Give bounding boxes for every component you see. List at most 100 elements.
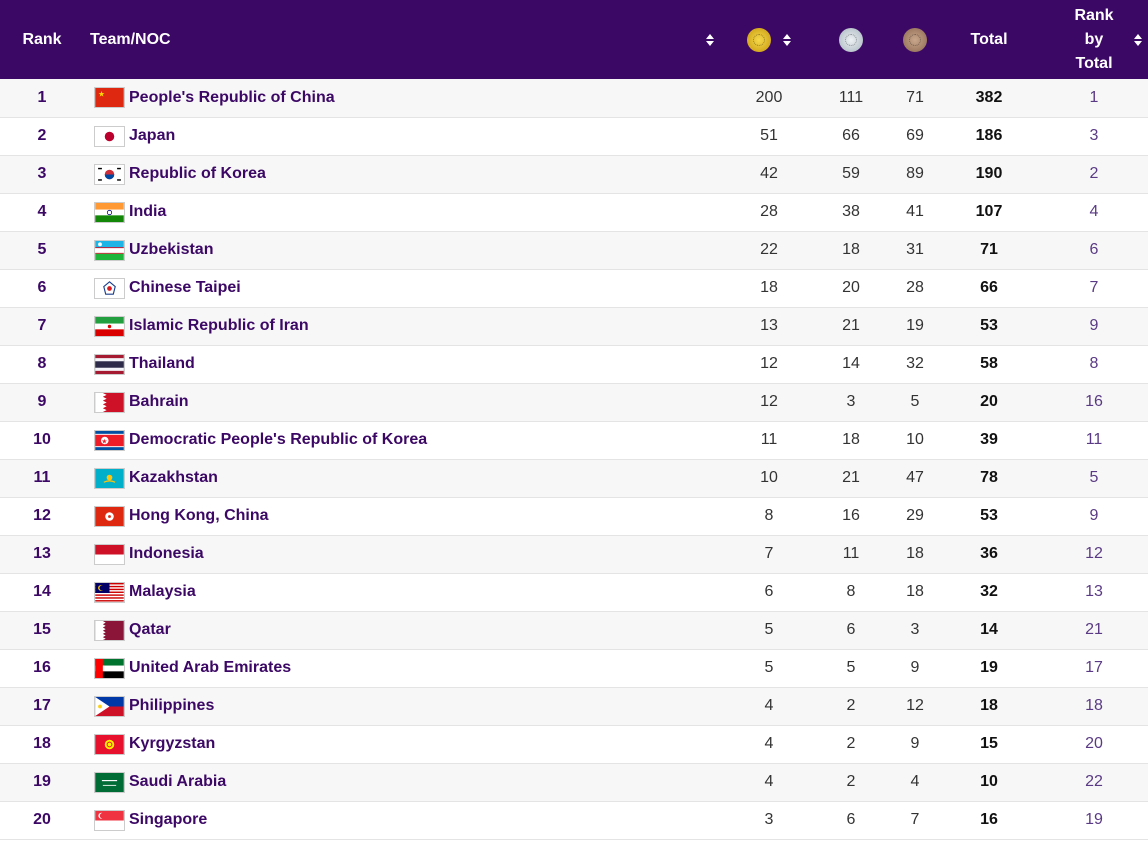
- table-row: 7 Islamic Republic of Iran 13 21 19 53 9: [0, 307, 1148, 345]
- rank-cell: 16: [33, 659, 51, 676]
- total-cell: 53: [980, 507, 998, 524]
- gold-cell: 18: [760, 279, 778, 296]
- svg-text:★: ★: [101, 437, 107, 445]
- rank-cell: 4: [37, 203, 47, 220]
- gold-cell: 5: [764, 621, 774, 638]
- team-cell: Singapore: [84, 801, 728, 839]
- rank-cell: 15: [33, 621, 51, 638]
- silver-cell: 21: [842, 317, 860, 334]
- team-cell: Malaysia: [84, 573, 728, 611]
- team-column-label: Team/NOC: [90, 30, 171, 48]
- total-cell: 382: [975, 88, 1003, 106]
- team-link[interactable]: Japan: [129, 127, 176, 144]
- rank-cell: 10: [33, 431, 51, 448]
- rank-by-total-cell: 9: [1089, 317, 1099, 334]
- table-row: 15 Qatar 5 6 3 14 21: [0, 611, 1148, 649]
- gold-cell: 5: [764, 659, 774, 676]
- table-row: 10 ★ Democratic People's Republic of Korea…: [0, 421, 1148, 459]
- rank-cell: 19: [33, 773, 51, 790]
- table-body: 1 ★ People's Republic of China 200 111 71 382 1…: [0, 79, 1148, 839]
- total-cell: 16: [980, 811, 998, 828]
- team-link[interactable]: Bahrain: [129, 393, 189, 410]
- silver-cell: 6: [846, 621, 856, 638]
- team-cell: United Arab Emirates: [84, 649, 728, 687]
- silver-column-header[interactable]: [810, 0, 892, 79]
- total-cell: 14: [980, 621, 998, 638]
- total-cell: 53: [980, 317, 998, 334]
- sort-icon[interactable]: [1134, 33, 1142, 46]
- header-row: Rank Team/NOC: [0, 0, 1148, 79]
- silver-cell: 18: [842, 431, 860, 448]
- silver-cell: 2: [846, 697, 856, 714]
- team-cell: Indonesia: [84, 535, 728, 573]
- rank-by-total-cell: 17: [1085, 659, 1103, 676]
- gold-cell: 4: [764, 735, 774, 752]
- gold-cell: 22: [760, 241, 778, 258]
- rank-cell: 8: [37, 355, 47, 372]
- table-row: 8 Thailand 12 14 32 58 8: [0, 345, 1148, 383]
- gold-cell: 28: [760, 203, 778, 220]
- team-link[interactable]: Democratic People's Republic of Korea: [129, 431, 428, 448]
- gold-cell: 8: [764, 507, 774, 524]
- team-cell: Chinese Taipei: [84, 269, 728, 307]
- team-cell: Kyrgyzstan: [84, 725, 728, 763]
- team-link[interactable]: Hong Kong, China: [129, 507, 269, 524]
- team-link[interactable]: India: [129, 203, 167, 220]
- bronze-column-header[interactable]: [892, 0, 938, 79]
- silver-medal-icon: [839, 27, 863, 52]
- philippines-flag-icon: [94, 695, 125, 717]
- total-cell: 58: [980, 355, 998, 372]
- silver-cell: 66: [842, 127, 860, 144]
- table-row: 14 Malaysia 6 8 18 32 13: [0, 573, 1148, 611]
- team-link[interactable]: Chinese Taipei: [129, 279, 241, 296]
- team-link[interactable]: Singapore: [129, 811, 208, 828]
- rank-by-total-cell: 9: [1089, 507, 1099, 524]
- rank-cell: 1: [37, 88, 47, 106]
- rank-cell: 14: [33, 583, 51, 600]
- team-link[interactable]: United Arab Emirates: [129, 659, 292, 676]
- team-link[interactable]: Uzbekistan: [129, 241, 214, 258]
- gold-column-header[interactable]: [728, 0, 810, 79]
- rank-column-header[interactable]: Rank: [0, 0, 84, 79]
- bronze-cell: 19: [906, 317, 924, 334]
- sort-icon[interactable]: [706, 33, 714, 46]
- team-link[interactable]: Qatar: [129, 621, 171, 638]
- rank-by-total-label-line1: Rank: [1074, 6, 1114, 24]
- bronze-cell: 9: [910, 735, 920, 752]
- team-cell: Philippines: [84, 687, 728, 725]
- team-link[interactable]: People's Republic of China: [129, 88, 335, 106]
- sort-icon[interactable]: [783, 33, 791, 46]
- team-link[interactable]: Saudi Arabia: [129, 773, 227, 790]
- team-link[interactable]: Thailand: [129, 355, 195, 372]
- team-cell: ★ Democratic People's Republic of Korea: [84, 421, 728, 459]
- team-cell: Thailand: [84, 345, 728, 383]
- team-link[interactable]: Islamic Republic of Iran: [129, 317, 309, 334]
- rank-cell: 11: [33, 469, 51, 486]
- rank-by-total-label-line3: Total: [1075, 54, 1113, 72]
- total-cell: 78: [980, 469, 998, 486]
- table-row: 13 Indonesia 7 11 18 36 12: [0, 535, 1148, 573]
- team-column-header[interactable]: Team/NOC: [84, 0, 728, 79]
- rank-cell: 7: [37, 317, 47, 334]
- silver-cell: 5: [846, 659, 856, 676]
- gold-cell: 3: [764, 811, 774, 828]
- team-cell: ★ People's Republic of China: [84, 79, 728, 117]
- team-link[interactable]: Malaysia: [129, 583, 196, 600]
- rank-by-total-column-header[interactable]: Rank by Total: [1040, 0, 1148, 79]
- team-cell: Islamic Republic of Iran: [84, 307, 728, 345]
- team-link[interactable]: Republic of Korea: [129, 165, 266, 182]
- silver-cell: 59: [842, 165, 860, 182]
- team-cell: Hong Kong, China: [84, 497, 728, 535]
- total-column-header[interactable]: Total: [938, 0, 1040, 79]
- team-link[interactable]: Kyrgyzstan: [129, 735, 216, 752]
- team-link[interactable]: Indonesia: [129, 545, 204, 562]
- silver-cell: 3: [846, 393, 856, 410]
- total-cell: 71: [980, 241, 998, 258]
- rank-by-total-cell: 16: [1085, 393, 1103, 410]
- gold-cell: 11: [760, 431, 778, 448]
- team-link[interactable]: Philippines: [129, 697, 215, 714]
- table-row: 12 Hong Kong, China 8 16 29 53 9: [0, 497, 1148, 535]
- table-row: 11 Kazakhstan 10 21 47 78 5: [0, 459, 1148, 497]
- team-link[interactable]: Kazakhstan: [129, 469, 218, 486]
